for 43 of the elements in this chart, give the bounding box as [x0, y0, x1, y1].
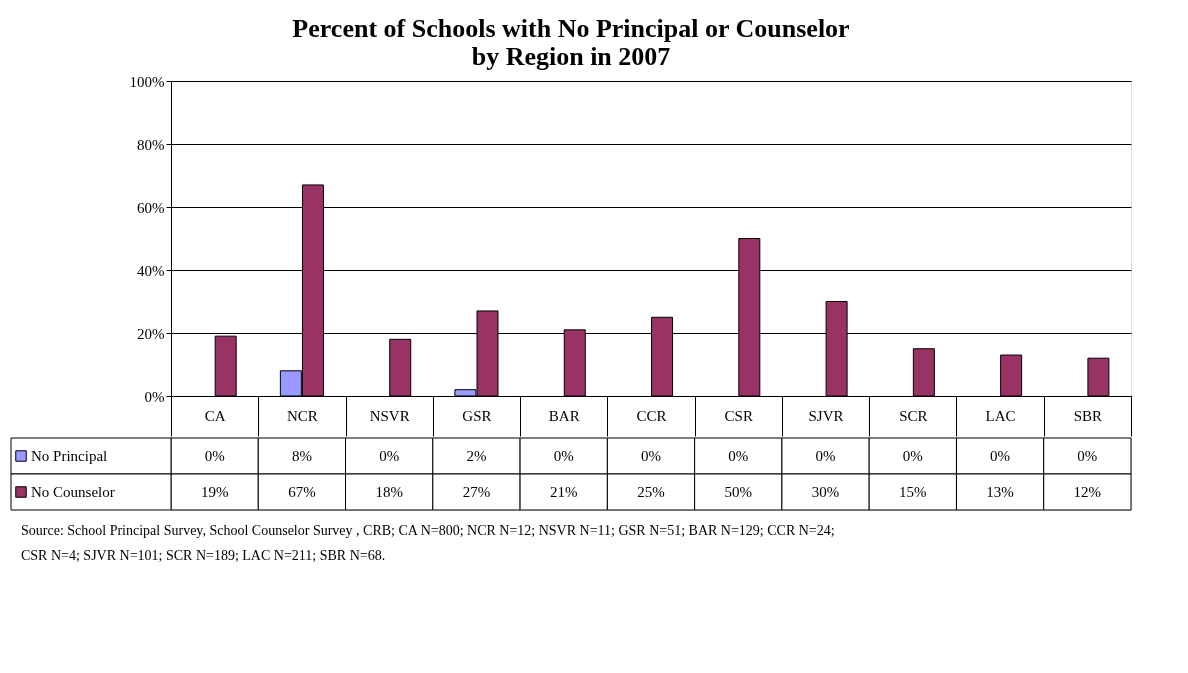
- data-label: 19%: [200, 484, 229, 500]
- x-tick-label: SBR: [1073, 407, 1103, 424]
- data-label: 18%: [375, 484, 403, 500]
- legend-label: No Counselor: [31, 484, 115, 500]
- data-label: 0%: [553, 448, 574, 464]
- data-label: 0%: [902, 448, 923, 464]
- y-tick-label: 80%: [137, 136, 165, 153]
- x-tick-label: LAC: [985, 407, 1016, 424]
- data-label: 27%: [462, 484, 491, 500]
- data-label: 30%: [811, 484, 840, 500]
- data-label: 0%: [379, 448, 400, 464]
- y-tick-label: 20%: [137, 325, 165, 342]
- data-label: 0%: [641, 448, 661, 464]
- x-tick-label: NSVR: [369, 407, 410, 424]
- data-label: 0%: [1077, 448, 1098, 464]
- x-tick-label: NCR: [286, 407, 318, 424]
- y-tick-label: 0%: [144, 388, 165, 405]
- data-label: 2%: [466, 448, 487, 464]
- data-label: 0%: [204, 448, 225, 464]
- data-label: 8%: [291, 448, 312, 464]
- chart-title: Percent of Schools with No Principal or Counselor by Region in 2007: [292, 13, 850, 71]
- data-label: 21%: [549, 484, 578, 500]
- y-tick-label: 100%: [129, 73, 165, 90]
- legend-label: No Principal: [31, 448, 108, 464]
- x-tick-label: SCR: [899, 407, 928, 424]
- data-label: 0%: [815, 448, 836, 464]
- x-tick-label: CCR: [636, 407, 667, 424]
- data-label: 12%: [1073, 484, 1102, 500]
- x-tick-label: CSR: [724, 407, 753, 424]
- y-tick-label: 60%: [137, 199, 165, 216]
- y-tick-label: 40%: [137, 262, 165, 279]
- data-label: 13%: [986, 484, 1014, 500]
- x-tick-label: CA: [204, 407, 226, 424]
- data-label: 25%: [637, 484, 665, 500]
- data-label: 50%: [724, 484, 753, 500]
- data-label: 0%: [728, 448, 749, 464]
- data-label: 0%: [990, 448, 1011, 464]
- data-label: 15%: [899, 484, 927, 500]
- x-tick-label: SJVR: [808, 407, 844, 424]
- x-tick-label: GSR: [462, 407, 492, 424]
- source-note: Source: School Principal Survey, School Counselor Survey , CRB; CA N=800; NCR N=12; NSVR N=11; GSR N=51; BAR N=129; CCR N=24; CSR N=4; SJVR N=101; SCR N=189; LAC N=211; SBR N=68.: [21, 522, 835, 563]
- data-label: 67%: [288, 484, 316, 500]
- x-tick-label: BAR: [548, 407, 580, 424]
